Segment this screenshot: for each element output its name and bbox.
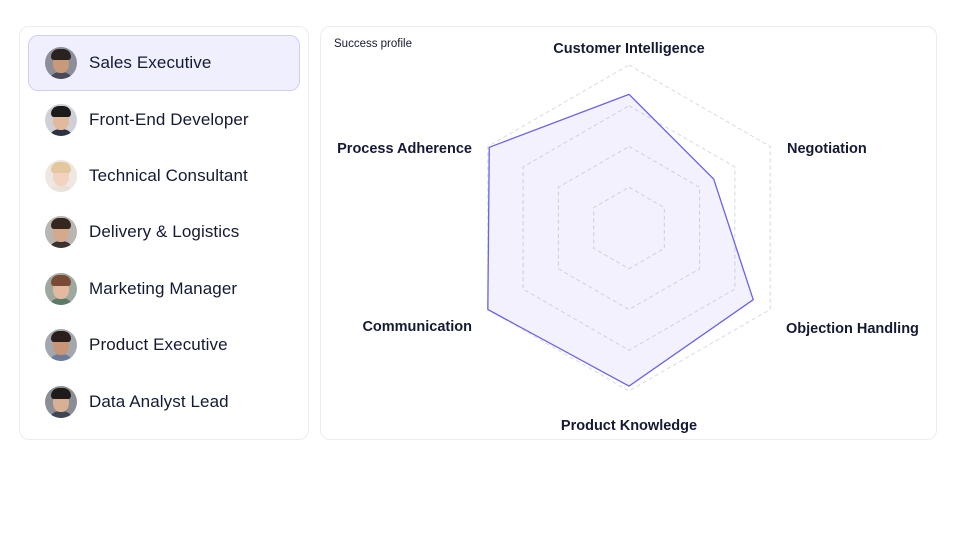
radar-chart: Customer Intelligence Negotiation Objectio…: [337, 41, 919, 434]
grid-ring: [487, 64, 771, 392]
avatar: [45, 216, 77, 249]
series-polygon: [487, 93, 754, 387]
role-item[interactable]: Product Executive: [28, 317, 300, 373]
role-item[interactable]: Data Analyst Lead: [28, 373, 300, 429]
role-item[interactable]: Marketing Manager: [28, 261, 300, 317]
role-label: Sales Executive: [89, 53, 212, 73]
grid-ring: [522, 105, 736, 351]
grid-ring: [557, 145, 701, 311]
axis-label: Customer Intelligence: [553, 41, 704, 57]
avatar: [45, 272, 77, 305]
role-label: Front-End Developer: [89, 109, 249, 129]
role-item[interactable]: Sales Executive: [28, 35, 300, 92]
axis-label: Product Knowledge: [561, 418, 697, 434]
grid-ring: [593, 186, 665, 270]
avatar: [45, 103, 77, 136]
avatar: [45, 159, 77, 192]
avatar: [45, 329, 77, 362]
role-label: Product Executive: [89, 335, 228, 355]
role-label: Marketing Manager: [89, 278, 238, 298]
axis-label: Process Adherence: [337, 141, 472, 157]
role-label: Data Analyst Lead: [89, 391, 229, 411]
avatar: [45, 385, 77, 418]
role-item[interactable]: Front-End Developer: [28, 91, 300, 147]
axis-label: Communication: [362, 319, 472, 335]
chart-title: Success profile: [334, 38, 412, 50]
role-item[interactable]: Technical Consultant: [28, 148, 300, 204]
success-profile-panel: Success profile Customer Intelligence Neg…: [320, 26, 937, 440]
axis-label: Objection Handling: [786, 321, 919, 337]
role-list: Sales Executive Front-End Developer Techni…: [19, 26, 309, 440]
axis-label: Negotiation: [787, 141, 867, 157]
role-label: Technical Consultant: [89, 165, 248, 185]
avatar: [45, 47, 77, 80]
role-label: Delivery & Logistics: [89, 222, 240, 242]
role-item[interactable]: Delivery & Logistics: [28, 204, 300, 260]
